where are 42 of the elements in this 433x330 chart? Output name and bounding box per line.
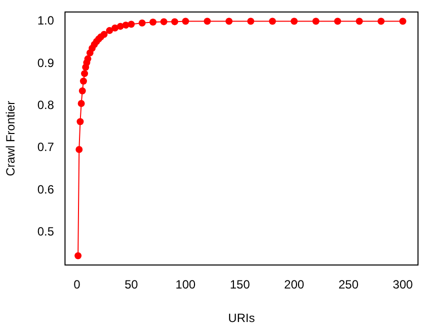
point [268, 18, 276, 25]
point [106, 27, 114, 34]
point [334, 18, 342, 25]
point [160, 18, 168, 26]
x-tick-label: 150 [230, 278, 250, 292]
point [78, 100, 85, 107]
point [84, 55, 92, 62]
point [378, 18, 385, 25]
point [80, 78, 87, 85]
x-tick-label: 0 [74, 278, 81, 292]
y-tick-label: 0.9 [37, 56, 54, 70]
point [182, 18, 190, 25]
point [78, 87, 86, 94]
y-tick-label: 0.8 [37, 98, 54, 112]
x-tick-label: 250 [338, 278, 359, 292]
y-tick-label: 0.5 [37, 224, 54, 238]
point [81, 70, 88, 78]
point [312, 18, 320, 25]
y-tick-label: 1.0 [37, 14, 54, 28]
y-axis-title: Crawl Frontier [4, 100, 18, 176]
x-tick-label: 100 [176, 278, 196, 292]
point [171, 18, 178, 26]
point [356, 18, 363, 25]
point [100, 30, 108, 38]
point [204, 18, 211, 25]
x-tick-label: 300 [392, 278, 414, 292]
point [128, 20, 135, 28]
point [399, 18, 406, 25]
point [76, 146, 83, 153]
x-axis-title: URIs [228, 311, 255, 326]
y-tick-label: 0.6 [37, 182, 54, 196]
point [247, 18, 254, 25]
point [76, 118, 84, 126]
point [226, 18, 233, 25]
y-tick-label: 0.7 [37, 140, 54, 154]
point [74, 252, 82, 260]
point [290, 18, 298, 25]
point [138, 19, 146, 26]
x-tick-label: 50 [124, 278, 138, 292]
point [149, 18, 156, 26]
point [111, 24, 118, 32]
x-tick-label: 200 [284, 278, 305, 292]
